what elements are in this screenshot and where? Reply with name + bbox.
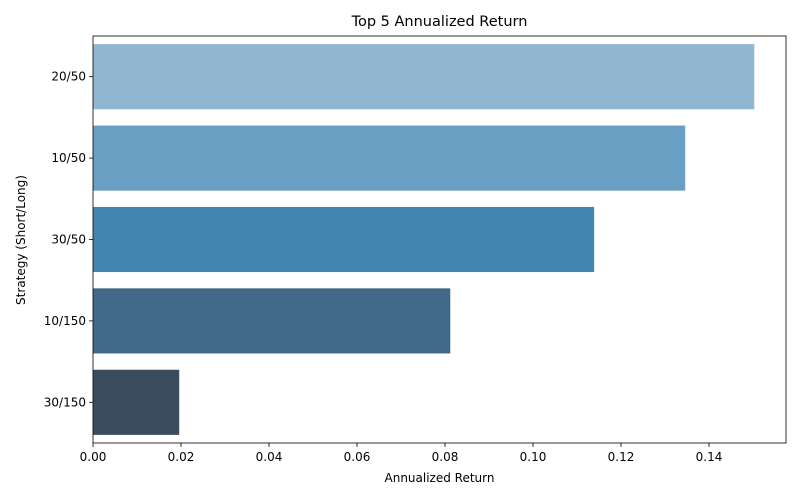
bar-30-150 [93,369,180,435]
x-tick-label: 0.12 [608,450,635,464]
chart-title: Top 5 Annualized Return [351,14,528,30]
bars-layer [93,44,755,435]
y-axis-label: Strategy (Short/Long) [14,175,28,305]
bar-20-50 [93,44,755,110]
bar-10-50 [93,125,686,191]
x-tick-label: 0.14 [696,450,723,464]
bar-30-50 [93,206,595,273]
x-tick-label: 0.10 [520,450,547,464]
x-tick-label: 0.04 [256,450,283,464]
x-tick-label: 0.02 [168,450,195,464]
bar-10-150 [93,288,451,354]
x-tick-label: 0.00 [80,450,107,464]
y-tick-label: 10/50 [51,151,86,165]
y-tick-label: 10/150 [44,314,86,328]
y-tick-label: 30/50 [51,233,86,247]
y-tick-label: 20/50 [51,70,86,84]
axes-layer: 20/50 10/50 30/50 10/150 30/150 0.00 0.02 0.04 0… [44,35,787,464]
x-axis-label: Annualized Return [385,471,495,485]
y-tick-label: 30/150 [44,395,86,409]
x-tick-label: 0.06 [344,450,371,464]
x-tick-label: 0.08 [432,450,459,464]
